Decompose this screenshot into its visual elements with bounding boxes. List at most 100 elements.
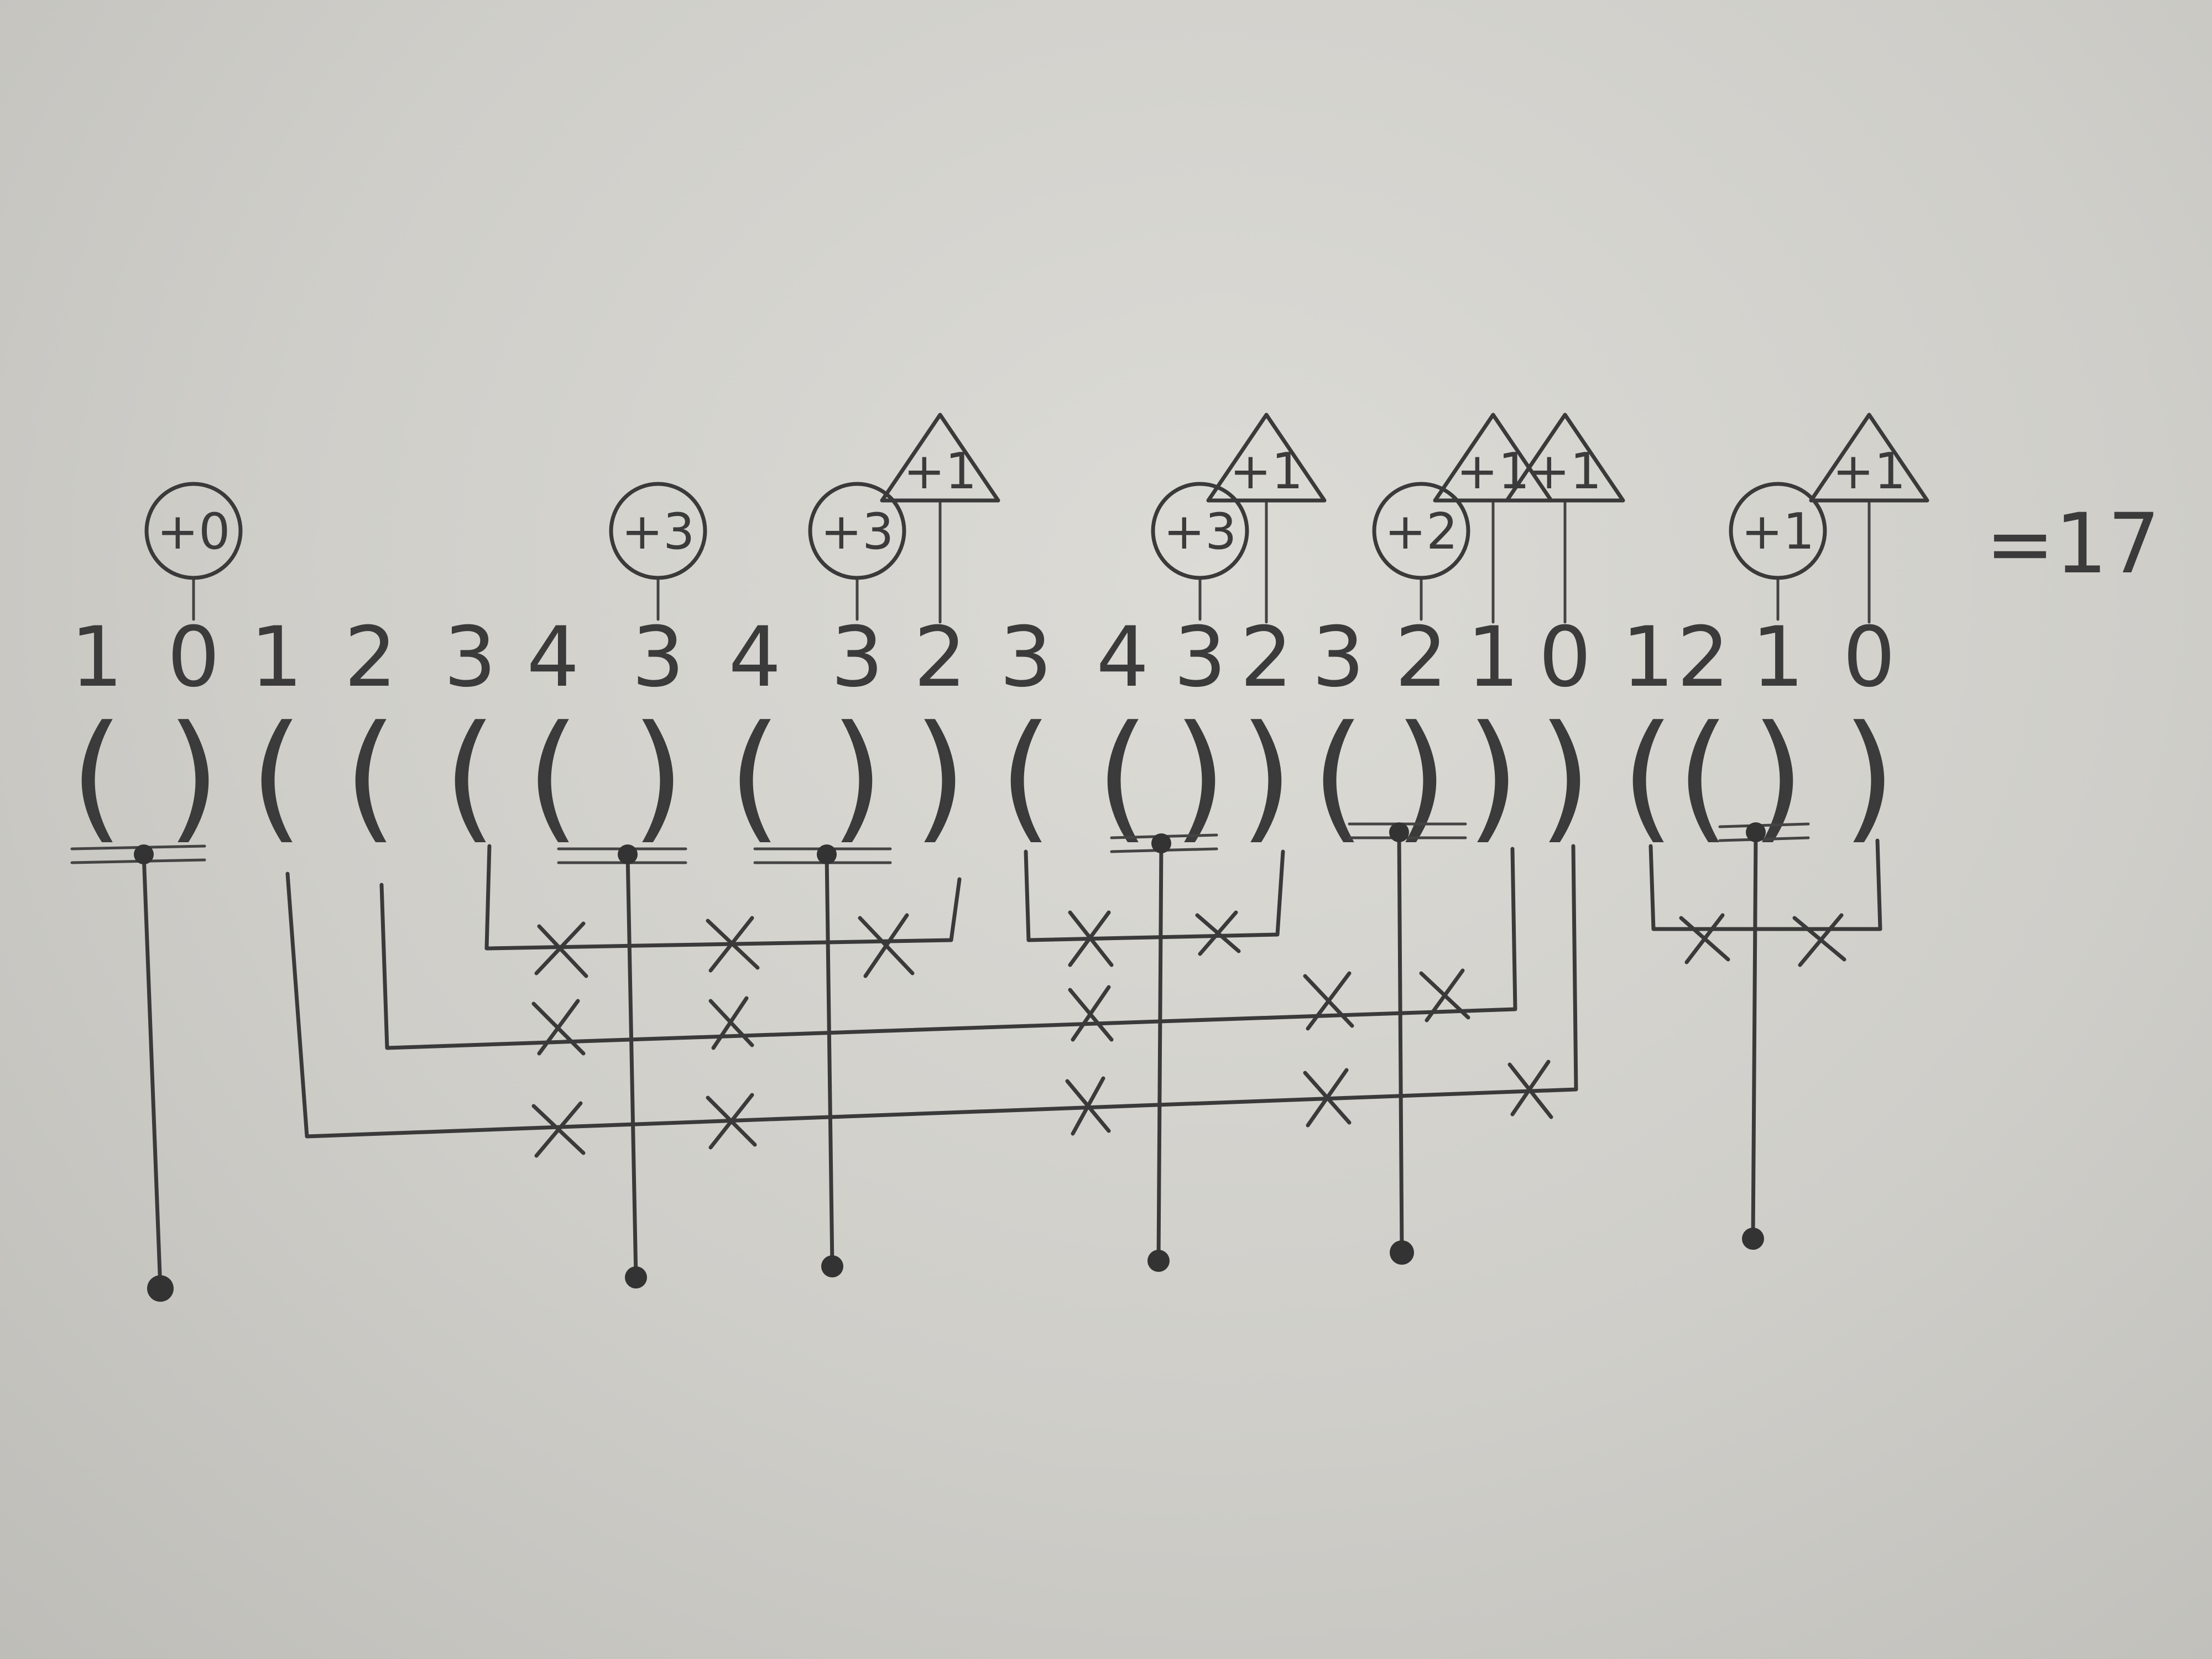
pillar-4	[1110, 833, 1218, 1272]
cross-mark	[1792, 913, 1846, 967]
cross-mark	[1065, 1076, 1111, 1136]
crossing-marks	[531, 910, 1846, 1158]
pillar-6	[1718, 822, 1810, 1250]
open-paren: (	[999, 696, 1053, 857]
open-paren: (	[728, 696, 782, 857]
depth-label: 0	[1843, 609, 1895, 706]
circle-badge: +1	[1729, 482, 1827, 621]
triangle-badge-label: +1	[1528, 442, 1602, 500]
open-paren: (	[1311, 696, 1365, 857]
circle-badge: +3	[808, 482, 906, 621]
circle-badge: +3	[1151, 482, 1249, 621]
depth-label: 2	[1677, 609, 1729, 706]
triangle-badge-label: +1	[1833, 442, 1906, 500]
open-paren: (	[249, 696, 304, 857]
depth-label: 4	[728, 609, 781, 706]
depth-label: 1	[1751, 609, 1804, 706]
cross-mark	[706, 1093, 757, 1150]
depth-label: 1	[1467, 609, 1519, 706]
cross-mark	[1303, 1068, 1352, 1128]
cross-mark	[706, 916, 760, 973]
circle-badge: +0	[144, 482, 243, 621]
close-paren: )	[1538, 696, 1592, 857]
triangle-badge: +1	[1809, 413, 1929, 624]
cross-mark	[1068, 910, 1114, 967]
cross-mark	[1419, 968, 1470, 1022]
close-paren: )	[913, 696, 967, 857]
depth-label: 2	[914, 609, 966, 706]
open-paren: (	[1621, 696, 1675, 857]
cross-mark	[531, 999, 586, 1056]
close-paren: )	[830, 696, 884, 857]
close-paren: )	[631, 696, 685, 857]
cross-mark	[534, 921, 588, 978]
open-paren: (	[443, 696, 497, 857]
circle-badge-label: +2	[1385, 503, 1458, 561]
total-label: =17	[1985, 496, 2161, 592]
pillar-1	[70, 844, 206, 1302]
cross-mark	[1068, 985, 1114, 1042]
bracket-connectors	[285, 838, 1882, 1139]
open-paren: (	[343, 696, 398, 857]
depth-label: 1	[250, 609, 302, 706]
depth-label: 2	[1240, 609, 1292, 706]
bracket-inner-3	[1648, 838, 1882, 931]
circle-badge: +2	[1372, 482, 1470, 621]
cross-mark	[531, 1101, 586, 1158]
top-markers: +0 +3 +3 +3 +2 +1+1 +1 +1+1 +1	[144, 413, 1929, 624]
cross-mark	[1195, 910, 1241, 956]
circle-badge-label: +3	[821, 503, 894, 561]
pillar-3	[753, 844, 892, 1277]
open-paren: (	[1095, 696, 1150, 857]
triangle-badge: +1	[1433, 413, 1553, 624]
open-paren: (	[526, 696, 580, 857]
depth-label: 3	[1312, 609, 1364, 706]
depth-label: 3	[831, 609, 883, 706]
cross-mark	[858, 913, 915, 978]
paren-row: ()(((()())(())()))(())	[70, 696, 1896, 857]
depth-label: 3	[632, 609, 684, 706]
open-paren: (	[70, 696, 124, 857]
circle-badge-label: +1	[1741, 503, 1815, 561]
triangle-badge: +1	[1505, 413, 1625, 624]
circle-badge-label: +3	[622, 503, 695, 561]
cross-mark	[1507, 1060, 1553, 1119]
pillars	[70, 822, 1810, 1302]
circle-badge-label: +0	[157, 503, 231, 561]
cross-mark	[708, 996, 754, 1050]
pillar-5	[1348, 822, 1467, 1265]
bracket-inner-2	[1024, 849, 1285, 942]
bracket-inner-1	[484, 844, 962, 951]
depth-label: 1	[1621, 609, 1674, 706]
depth-label: 3	[444, 609, 496, 706]
triangle-badge-label: +1	[1230, 442, 1303, 500]
cross-mark	[1679, 913, 1730, 964]
depth-label: 3	[1173, 609, 1226, 706]
depth-label: 2	[1395, 609, 1447, 706]
circle-badge-label: +3	[1164, 503, 1237, 561]
pillar-2	[557, 844, 687, 1288]
triangle-badge: +1	[880, 413, 1000, 624]
depth-label: 3	[999, 609, 1052, 706]
depth-label: 1	[70, 609, 123, 706]
bracket-middle	[379, 847, 1517, 1050]
open-paren: (	[1676, 696, 1730, 857]
triangle-badge-label: +1	[1457, 442, 1530, 500]
close-paren: )	[1173, 696, 1227, 857]
close-paren: )	[1842, 696, 1896, 857]
triangle-badge: +1	[1206, 413, 1327, 624]
depth-label: 4	[1096, 609, 1149, 706]
close-paren: )	[166, 696, 221, 857]
cross-mark	[1303, 971, 1354, 1031]
depth-label: 2	[344, 609, 397, 706]
circle-badge: +3	[609, 482, 707, 621]
triangle-badge-label: +1	[904, 442, 977, 500]
depth-label: 0	[1538, 609, 1591, 706]
close-paren: )	[1239, 696, 1293, 857]
bracket-outer	[285, 844, 1578, 1139]
depth-label: 0	[167, 609, 220, 706]
close-paren: )	[1466, 696, 1520, 857]
